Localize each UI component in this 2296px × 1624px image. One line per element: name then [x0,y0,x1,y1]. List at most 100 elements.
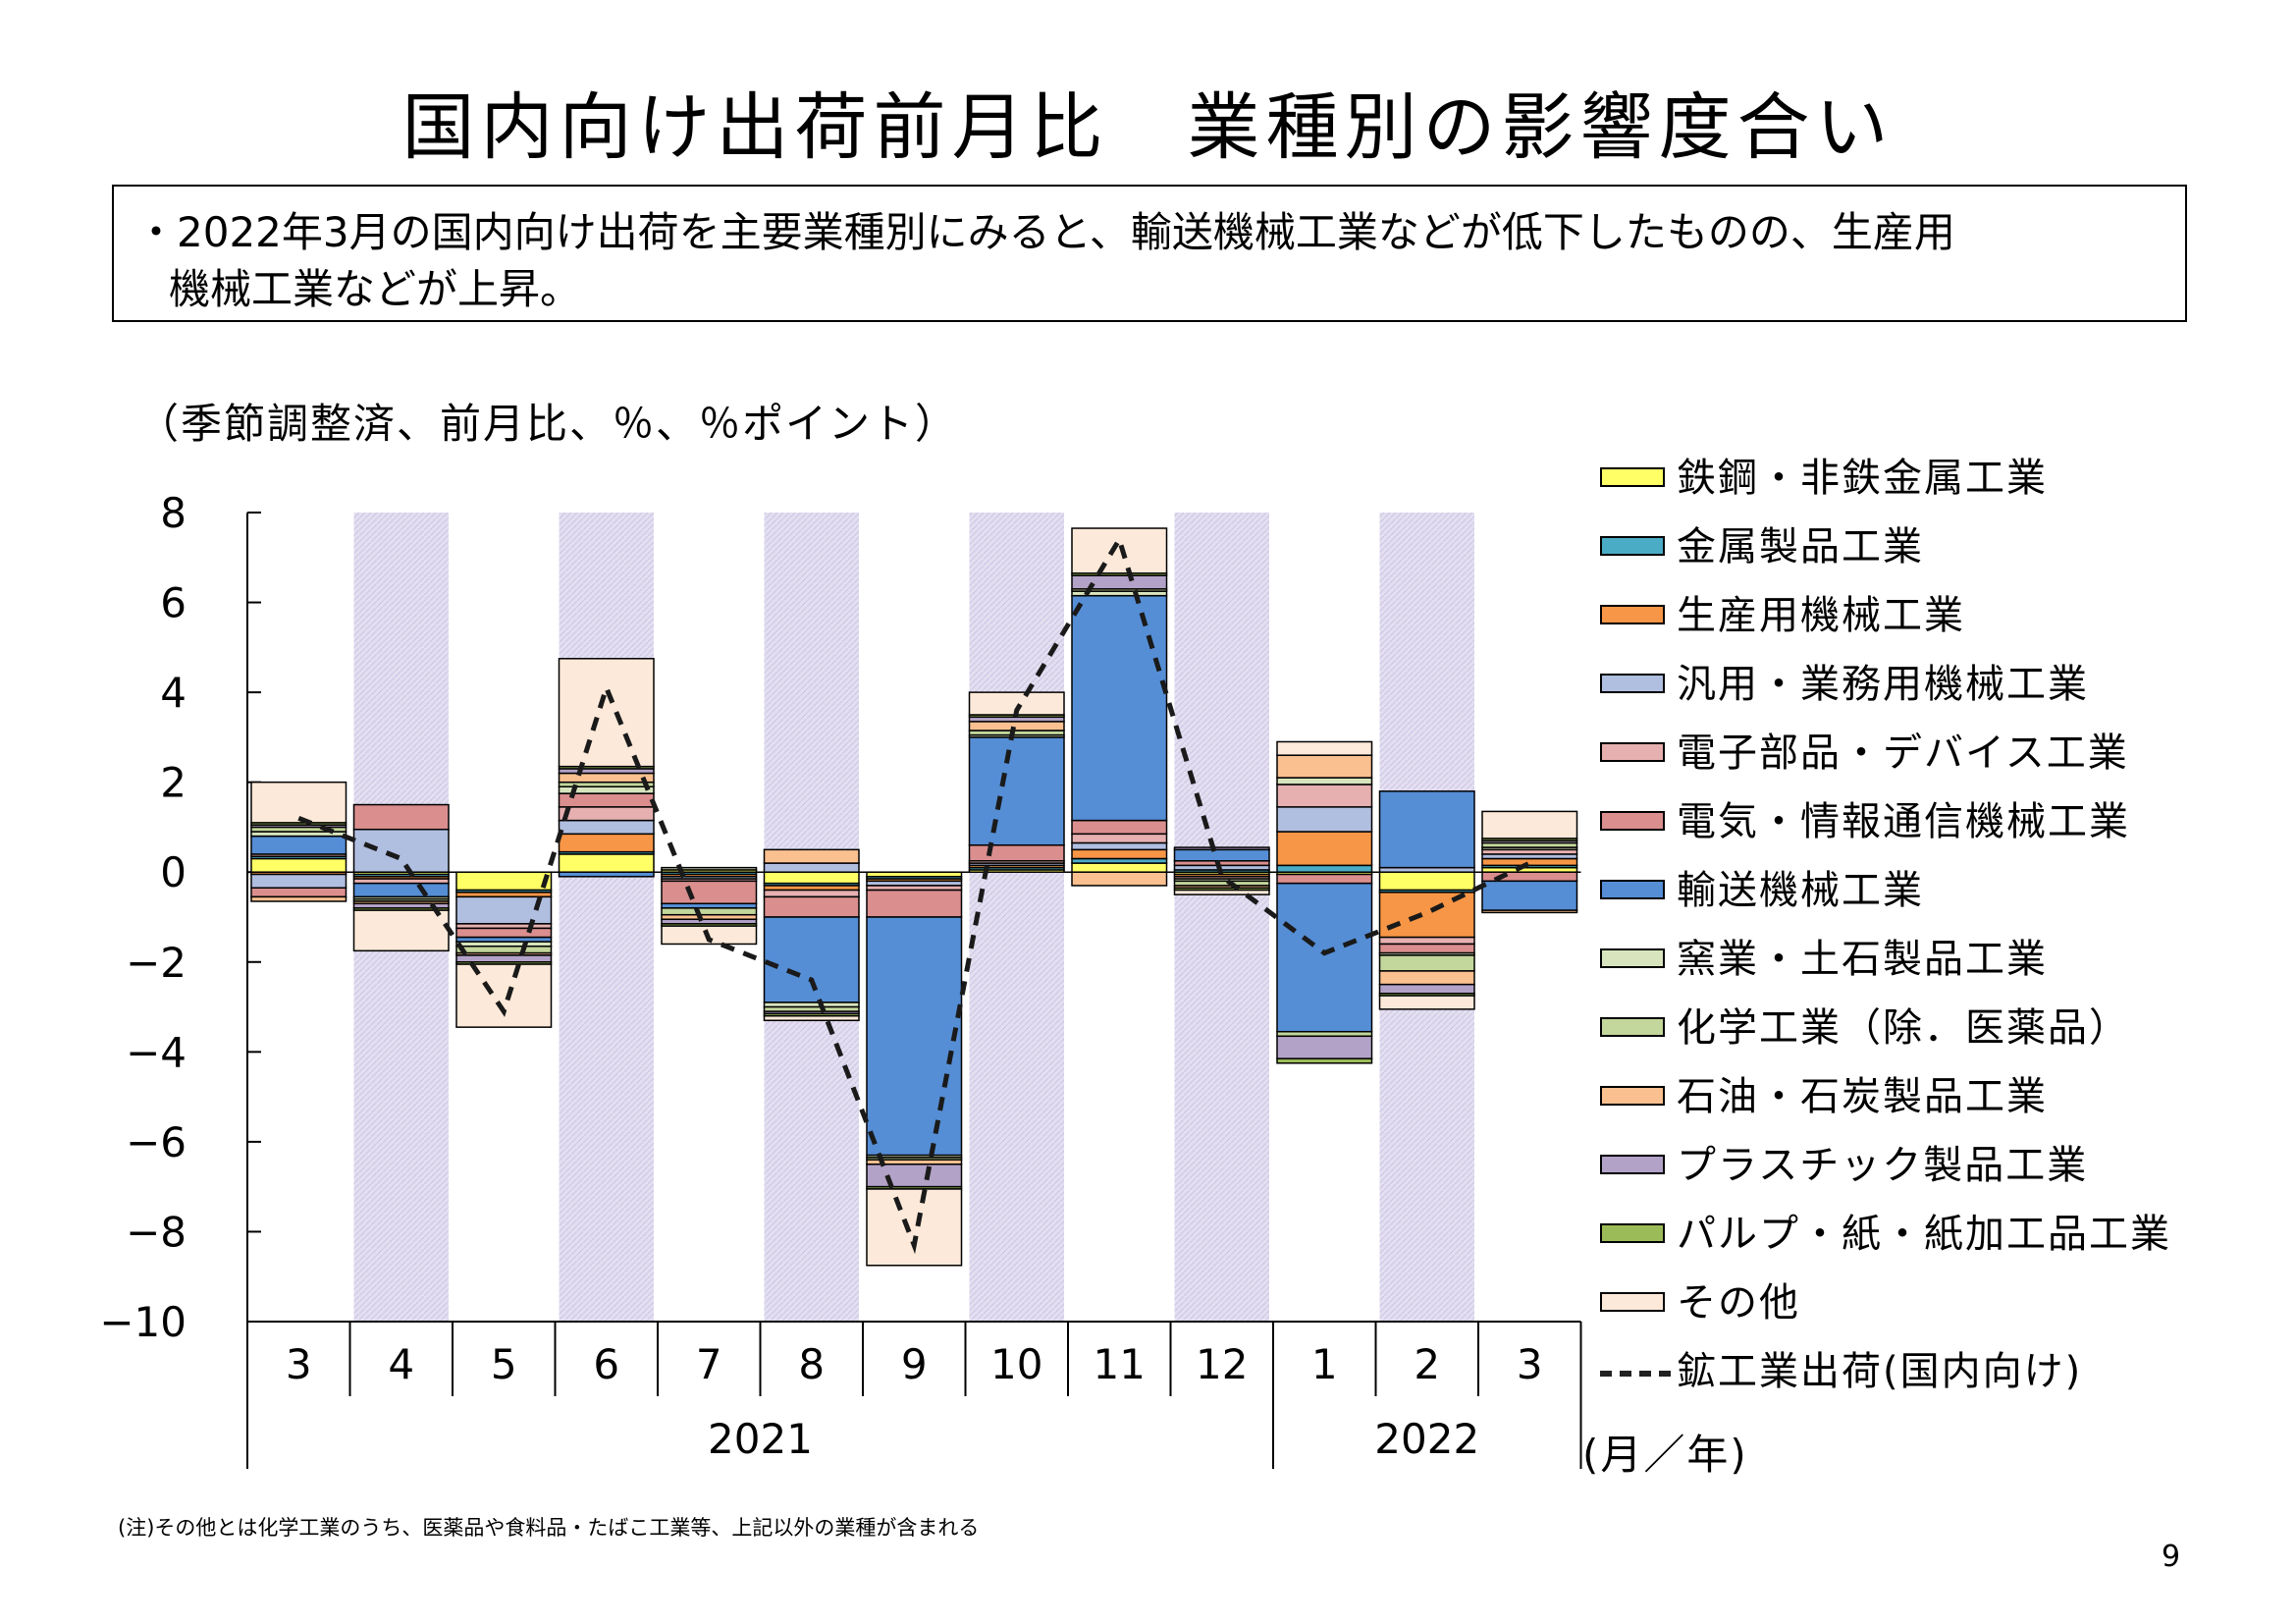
legend-label: その他 [1677,1280,1800,1326]
y-tick-label: 2 [160,759,187,807]
bar-segment [250,835,347,855]
bar-segment [968,736,1065,846]
bar-segment [1276,882,1373,1033]
summary-line-2: 機械工業などが上昇。 [169,265,582,313]
x-tick-label: 6 [593,1340,619,1388]
y-tick-label: −4 [126,1028,187,1076]
x-tick-label: 3 [286,1340,312,1388]
bar-segment [1071,862,1168,873]
bar-segment [763,871,860,885]
bar-segment [558,658,655,768]
bar-segment [1071,841,1168,851]
x-tick-label: 9 [901,1340,928,1388]
bar-segment [968,721,1065,731]
summary-box: ・2022年3月の国内向け出荷を主要業種別にみると、輸送機械工業などが低下したも… [112,185,2187,322]
legend-label: 窯業・土石製品工業 [1677,937,2048,982]
legend-label: 石油・石炭製品工業 [1677,1074,2048,1119]
y-tick-label: 0 [160,848,187,896]
bar-segment [558,853,655,873]
bar-segment [1481,810,1578,839]
y-tick-label: −2 [126,939,187,987]
year-label: 2021 [708,1415,813,1463]
bar-segment [866,889,963,918]
legend-swatch [1600,674,1665,693]
bar-segment [1378,943,1475,954]
bar-segment [455,954,553,963]
bar-segment [968,844,1065,862]
legend-label: 化学工業（除．医薬品） [1677,1005,2130,1051]
legend-swatch [1600,1017,1665,1037]
bar-segment [250,781,347,824]
bar-segment [1378,871,1475,892]
legend-swatch [1600,536,1665,556]
legend-swatch [1600,1155,1665,1174]
bar-segment [1173,848,1270,862]
legend-label: 鉱工業出荷(国内向け) [1677,1349,2083,1394]
bar-segment [1071,527,1168,574]
y-tick-label: −6 [126,1118,187,1166]
bar-segment [558,772,655,784]
y-tick-label: −10 [99,1298,187,1346]
x-tick-label: 3 [1517,1340,1543,1388]
legend-dash [1600,1371,1671,1377]
bar-segment [352,828,450,873]
bar-segment [1173,889,1270,895]
bar-segment [1071,594,1168,822]
legend-label: パルプ・紙・紙加工品工業 [1677,1212,2171,1257]
bar-segment [866,916,963,1157]
legend-label: 生産用機械工業 [1677,593,1965,638]
shade-band-12 [1174,513,1269,1322]
bar-segment [1481,880,1578,911]
footnote: (注)その他とは化学工業のうち、医薬品や食料品・たばこ工業等、上記以外の業種が含… [118,1516,980,1540]
x-tick-label: 5 [491,1340,517,1388]
bar-segment [1276,864,1373,873]
x-tick-label: 8 [798,1340,825,1388]
bar-segment [763,895,860,918]
bar-segment [1276,873,1373,885]
y-tick-label: 4 [160,669,187,717]
x-tick-label: 7 [696,1340,722,1388]
bar-segment [1276,1035,1373,1059]
legend-label: プラスチック製品工業 [1677,1143,2089,1188]
shade-band-6 [559,513,654,1322]
bar-segment [661,866,758,871]
legend-label: 汎用・業務用機械工業 [1677,662,2089,707]
bar-segment [763,848,860,864]
summary-line-1: ・2022年3月の国内向け出荷を主要業種別にみると、輸送機械工業などが低下したも… [135,208,1955,256]
x-tick-label: 10 [990,1340,1042,1388]
legend-swatch [1600,605,1665,624]
bar-segment [1481,857,1578,867]
legend-label: 電子部品・デバイス工業 [1677,731,2129,776]
bar-segment [1378,954,1475,972]
bar-segment [455,963,553,1028]
bar-segment [1378,970,1475,986]
legend-swatch [1600,1223,1665,1243]
bar-segment [1276,754,1373,779]
bar-segment [1276,777,1373,785]
legend-label: 電気・情報通信機械工業 [1677,799,2130,844]
bar-segment [1481,909,1578,914]
bar-segment [352,882,450,898]
bar-segment [763,889,860,898]
x-tick-label: 1 [1311,1340,1338,1388]
bar-segment [661,880,758,905]
legend-swatch [1600,1292,1665,1312]
bar-segment [250,895,347,902]
bar-segment [1071,871,1168,887]
bar-segment [1378,983,1475,995]
y-tick-label: 8 [160,489,187,537]
bar-segment [1276,740,1373,756]
bar-segment [250,873,347,889]
bar-segment [1378,790,1475,869]
x-tick-label: 2 [1414,1340,1440,1388]
bar-segment [763,916,860,1003]
y-tick-label: 6 [160,579,187,627]
bar-segment [1276,806,1373,833]
bar-segment [1276,784,1373,808]
shade-band-10 [969,513,1064,1322]
legend-swatch [1600,1086,1665,1106]
legend-label: 輸送機械工業 [1677,868,1924,913]
bar-segment [1378,995,1475,1010]
bar-segment [352,909,450,952]
